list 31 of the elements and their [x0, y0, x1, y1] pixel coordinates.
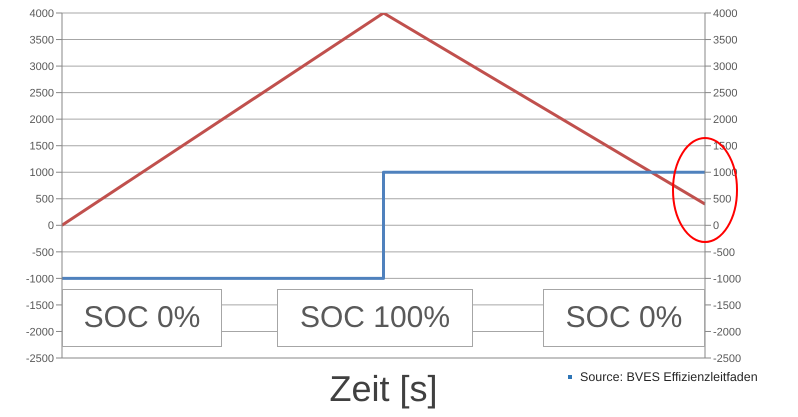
y2-tick-label: -2500 — [713, 352, 742, 365]
y2-tick-label: 0 — [713, 220, 720, 232]
annotation: SOC 0% — [543, 289, 705, 347]
y-tick-label: 1000 — [30, 167, 54, 180]
source-note: Source: BVES Effizienzleitfaden — [580, 370, 758, 384]
y-tick-label: 4000 — [30, 8, 54, 20]
y-tick-label: -1500 — [26, 300, 54, 312]
y2-tick-label: 4000 — [713, 8, 738, 20]
y-tick-label: 1500 — [30, 140, 54, 153]
annotation: SOC 100% — [277, 289, 473, 347]
y2-tick-label: 3000 — [713, 60, 738, 73]
y-tick-label: 2500 — [30, 88, 54, 100]
y2-tick-label: -2000 — [713, 326, 742, 338]
y2-tick-label: -1500 — [713, 300, 742, 312]
y2-tick-label: -1000 — [713, 273, 742, 286]
y-tick-label: -1000 — [26, 273, 54, 286]
y-tick-label: 2000 — [30, 114, 54, 126]
y2-tick-label: -500 — [713, 246, 736, 259]
y-tick-label: 500 — [36, 194, 54, 206]
annotation: SOC 0% — [62, 289, 222, 347]
y-tick-label: -2500 — [26, 352, 54, 365]
y2-tick-label: 500 — [713, 194, 732, 206]
y2-tick-label: 3500 — [713, 34, 738, 46]
x-axis-title: Zeit [s] — [329, 368, 438, 409]
y2-tick-label: 2500 — [713, 88, 738, 100]
y2-tick-label: 2000 — [713, 114, 738, 126]
y-tick-label: 3500 — [30, 34, 54, 46]
y-tick-label: -2000 — [26, 326, 54, 338]
y-tick-label: 3000 — [30, 60, 54, 73]
y-tick-label: -500 — [32, 246, 54, 259]
y-tick-label: 0 — [48, 220, 54, 232]
